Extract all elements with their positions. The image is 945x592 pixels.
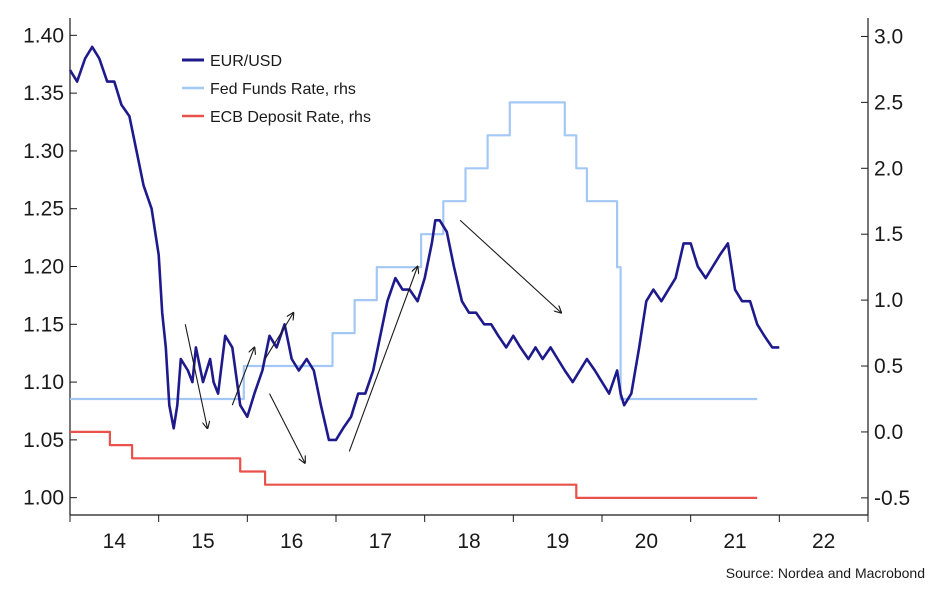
- right-tick-label: 2.0: [874, 157, 903, 180]
- right-tick-label: 0.5: [874, 355, 903, 378]
- fed-funds-rate-rhs-line: [70, 101, 758, 401]
- x-tick-label: 16: [280, 530, 303, 553]
- axes-layer: 1.00 1.05 1.10 1.15 1.20 1.25 1.30 1.35 1.40 -0.5…: [23, 18, 910, 553]
- legend-label: EUR/USD: [210, 53, 282, 70]
- x-tick-label: 22: [812, 530, 835, 553]
- trend-arrow: [459, 219, 561, 312]
- right-tick-label: 0.0: [874, 421, 903, 444]
- left-tick-label: 1.20: [23, 256, 64, 279]
- series-layer: [68, 45, 780, 499]
- x-tick-label: 14: [103, 530, 127, 553]
- x-tick-label: 15: [191, 530, 214, 553]
- left-tick-label: 1.40: [23, 24, 64, 47]
- trend-arrow: [264, 313, 293, 360]
- trend-arrow: [184, 324, 207, 428]
- x-tick-label: 20: [635, 530, 658, 553]
- right-tick-label: 1.5: [874, 223, 903, 246]
- x-tick-label: 17: [369, 530, 392, 553]
- left-tick-label: 1.10: [23, 371, 64, 394]
- trend-arrow: [269, 393, 305, 463]
- trend-arrow: [348, 267, 417, 452]
- left-tick-label: 1.25: [23, 198, 64, 221]
- ecb-deposit-rate-rhs-line: [70, 430, 758, 499]
- left-tick-label: 1.35: [23, 82, 64, 105]
- left-tick-label: 1.05: [23, 429, 64, 452]
- right-tick-label: 3.0: [874, 25, 903, 48]
- x-tick-label: 18: [457, 530, 480, 553]
- legend: EUR/USD Fed Funds Rate, rhs ECB Deposit Ra…: [182, 53, 371, 126]
- eur-usd-line: [68, 45, 780, 442]
- legend-label: ECB Deposit Rate, rhs: [210, 109, 371, 126]
- right-tick-label: -0.5: [874, 487, 910, 510]
- x-tick-label: 19: [546, 530, 569, 553]
- source-note: Source: Nordea and Macrobond: [726, 565, 925, 581]
- annotation-layer: [184, 219, 561, 463]
- left-tick-label: 1.15: [23, 313, 64, 336]
- left-tick-label: 1.30: [23, 140, 64, 163]
- right-tick-label: 1.0: [874, 289, 903, 312]
- trend-arrow: [231, 347, 254, 406]
- legend-label: Fed Funds Rate, rhs: [210, 81, 356, 98]
- right-tick-label: 2.5: [874, 91, 903, 114]
- left-tick-label: 1.00: [23, 487, 64, 510]
- x-tick-label: 21: [723, 530, 746, 553]
